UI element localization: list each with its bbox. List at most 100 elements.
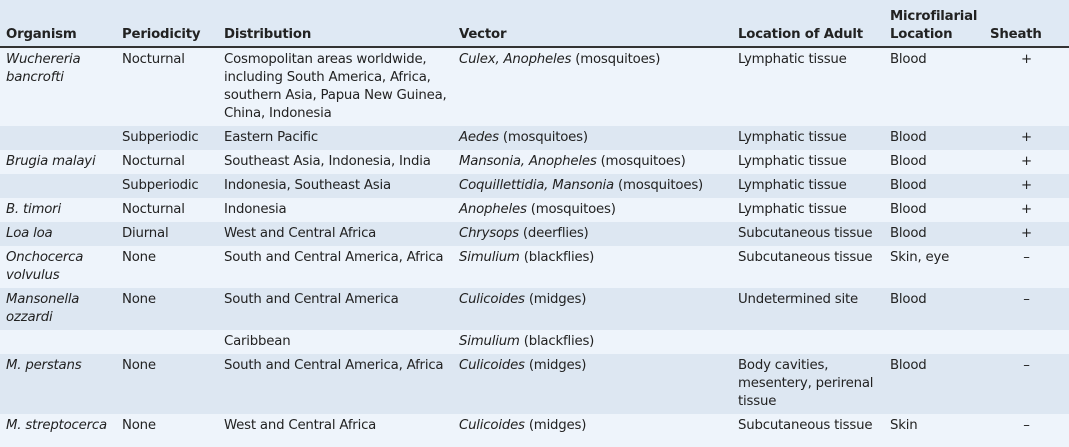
organism-name: M. perstans: [6, 358, 82, 373]
table-row: Caribbean Simulium (blackflies): [0, 330, 1069, 354]
cell-location-adult: Lymphatic tissue: [738, 130, 847, 145]
cell-vector: Aedes (mosquitoes): [453, 126, 732, 150]
vector-common-name: (midges): [524, 358, 587, 373]
cell-sheath: +: [1021, 178, 1032, 193]
cell-organism: Brugia malayi: [0, 150, 116, 174]
cell-vector: Culicoides (midges): [453, 288, 732, 330]
cell-vector: Chrysops (deerflies): [453, 222, 732, 246]
cell-sheath: –: [1023, 292, 1030, 307]
cell-organism: [0, 330, 116, 354]
cell-vector: Culex, Anopheles (mosquitoes): [453, 47, 732, 126]
vector-genus: Aedes: [459, 130, 499, 145]
cell-microfilarial-location: Blood: [890, 358, 927, 373]
cell-sheath: –: [1023, 418, 1030, 433]
organism-name: B. timori: [6, 202, 61, 217]
table-row: B. timori Nocturnal Indonesia Anopheles (mo…: [0, 198, 1069, 222]
cell-distribution: South and Central America: [224, 292, 399, 307]
cell-distribution: Caribbean: [224, 334, 291, 349]
cell-organism: M. perstans: [0, 354, 116, 414]
cell-microfilarial-location: Blood: [890, 292, 927, 307]
header-organism: Organism: [0, 0, 116, 48]
vector-common-name: (mosquitoes): [526, 202, 616, 217]
cell-location-adult: Lymphatic tissue: [738, 178, 847, 193]
header-periodicity: Periodicity: [116, 0, 218, 48]
table-row: Brugia malayi Nocturnal Southeast Asia, In…: [0, 150, 1069, 174]
cell-sheath: +: [1021, 130, 1032, 145]
cell-location-adult: Lymphatic tissue: [738, 202, 847, 217]
cell-vector: Simulium (blackflies): [453, 246, 732, 288]
cell-periodicity: Nocturnal: [122, 52, 185, 67]
cell-periodicity: Diurnal: [122, 226, 169, 241]
table-row: Subperiodic Indonesia, Southeast Asia Coqu…: [0, 174, 1069, 198]
cell-organism: Onchocerca volvulus: [0, 246, 116, 288]
cell-organism: Mansonella ozzardi: [0, 288, 116, 330]
cell-periodicity: Subperiodic: [122, 130, 199, 145]
cell-microfilarial-location: Blood: [890, 154, 927, 169]
cell-sheath: [984, 330, 1069, 354]
cell-periodicity: [116, 330, 218, 354]
vector-common-name: (mosquitoes): [596, 154, 686, 169]
cell-location-adult: [732, 330, 884, 354]
table-row: Subperiodic Eastern Pacific Aedes (mosquit…: [0, 126, 1069, 150]
header-microfilarial-location: Microfilarial Location: [884, 0, 984, 48]
cell-vector: Culicoides (midges): [453, 414, 732, 438]
organism-name: Loa loa: [6, 226, 53, 241]
cell-distribution: South and Central America, Africa: [224, 250, 444, 265]
vector-genus: Anopheles: [459, 202, 527, 217]
table-row: Onchocerca volvulus None South and Central…: [0, 246, 1069, 288]
table-row: Mansonella ozzardi None South and Central …: [0, 288, 1069, 330]
cell-vector: Coquillettidia, Mansonia (mosquitoes): [453, 174, 732, 198]
cell-organism: Wuchereria bancrofti: [0, 47, 116, 126]
cell-distribution: West and Central Africa: [224, 418, 377, 433]
filarial-parasites-table: Organism Periodicity Distribution Vector…: [0, 0, 1069, 438]
vector-genus: Coquillettidia, Mansonia: [459, 178, 614, 193]
organism-name: M. streptocerca: [6, 418, 107, 433]
cell-distribution: West and Central Africa: [224, 226, 377, 241]
cell-microfilarial-location: Skin: [890, 418, 918, 433]
cell-organism: M. streptocerca: [0, 414, 116, 438]
vector-genus: Culex, Anopheles: [459, 52, 572, 67]
cell-distribution: Indonesia, Southeast Asia: [224, 178, 391, 193]
cell-organism: [0, 126, 116, 150]
organism-name: Onchocerca volvulus: [6, 250, 84, 283]
cell-sheath: +: [1021, 52, 1032, 67]
cell-sheath: –: [1023, 250, 1030, 265]
cell-distribution: Eastern Pacific: [224, 130, 319, 145]
header-vector: Vector: [453, 0, 732, 48]
cell-distribution: South and Central America, Africa: [224, 358, 444, 373]
cell-periodicity: Subperiodic: [122, 178, 199, 193]
cell-sheath: +: [1021, 226, 1032, 241]
vector-common-name: (mosquitoes): [614, 178, 704, 193]
cell-distribution: Cosmopolitan areas worldwide, including …: [224, 52, 447, 121]
cell-location-adult: Lymphatic tissue: [738, 154, 847, 169]
cell-sheath: +: [1021, 154, 1032, 169]
header-location-adult: Location of Adult: [732, 0, 884, 48]
table-row: M. perstans None South and Central America…: [0, 354, 1069, 414]
cell-location-adult: Subcutaneous tissue: [738, 226, 873, 241]
header-distribution: Distribution: [218, 0, 453, 48]
vector-genus: Simulium: [459, 250, 520, 265]
cell-microfilarial-location: Blood: [890, 202, 927, 217]
vector-common-name: (mosquitoes): [571, 52, 661, 67]
cell-microfilarial-location: Blood: [890, 178, 927, 193]
cell-distribution: Southeast Asia, Indonesia, India: [224, 154, 431, 169]
cell-vector: Simulium (blackflies): [453, 330, 732, 354]
vector-common-name: (mosquitoes): [498, 130, 588, 145]
cell-organism: Loa loa: [0, 222, 116, 246]
table-row: Loa loa Diurnal West and Central Africa Chr…: [0, 222, 1069, 246]
vector-genus: Simulium: [459, 334, 520, 349]
cell-periodicity: None: [122, 250, 156, 265]
cell-organism: [0, 174, 116, 198]
cell-location-adult: Undetermined site: [738, 292, 858, 307]
cell-sheath: +: [1021, 202, 1032, 217]
vector-common-name: (midges): [524, 418, 587, 433]
cell-location-adult: Subcutaneous tissue: [738, 418, 873, 433]
vector-genus: Chrysops: [459, 226, 519, 241]
header-row: Organism Periodicity Distribution Vector…: [0, 0, 1069, 48]
cell-periodicity: Nocturnal: [122, 202, 185, 217]
cell-location-adult: Subcutaneous tissue: [738, 250, 873, 265]
table-row: Wuchereria bancrofti Nocturnal Cosmopolita…: [0, 47, 1069, 126]
cell-periodicity: None: [122, 358, 156, 373]
cell-microfilarial-location: Skin, eye: [890, 250, 950, 265]
table-row: M. streptocerca None West and Central Afri…: [0, 414, 1069, 438]
